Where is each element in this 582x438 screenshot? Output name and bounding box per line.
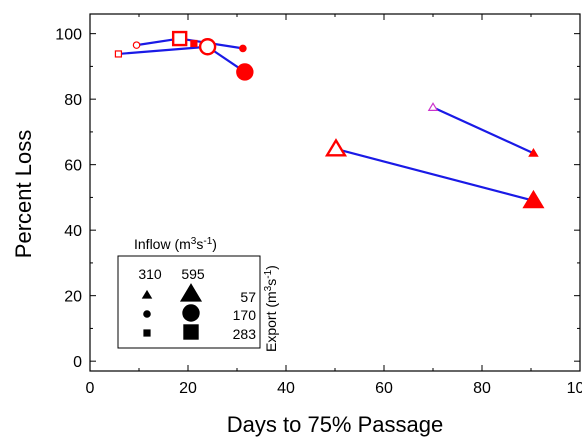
data-point: [427, 102, 439, 111]
legend-marker-large-square: [183, 324, 199, 340]
legend-marker-small-circle: [143, 310, 151, 318]
y-tick-label: 80: [64, 92, 82, 109]
y-axis-label: Percent Loss: [11, 130, 36, 258]
connector-line: [118, 45, 208, 56]
data-point: [171, 30, 188, 47]
connector-lines: [118, 37, 534, 202]
connector-line: [335, 147, 534, 202]
x-tick-label: 40: [277, 380, 295, 397]
legend-marker-small-triangle: [141, 289, 153, 299]
data-point: [528, 148, 539, 157]
legend: Inflow (m3s-1) Export (m3s-1) 310 595 57…: [117, 236, 280, 352]
data-point: [324, 138, 348, 157]
legend-inflow-595: 595: [181, 266, 205, 282]
x-tick-label: 60: [375, 380, 393, 397]
x-tick-label: 0: [86, 380, 95, 397]
legend-marker-small-square: [143, 329, 151, 337]
legend-inflow-310: 310: [138, 266, 162, 282]
x-tick-label: 80: [473, 380, 491, 397]
y-tick-label: 0: [73, 354, 82, 371]
legend-export-283: 283: [233, 326, 257, 342]
y-tick-label: 100: [55, 27, 82, 44]
legend-inflow-title: Inflow (m3s-1): [134, 236, 217, 253]
connector-line: [432, 106, 534, 155]
y-tick-label: 40: [64, 223, 82, 240]
legend-export-57: 57: [240, 289, 256, 305]
data-point: [190, 39, 198, 48]
data-point: [239, 44, 247, 53]
data-point: [198, 38, 217, 56]
data-point: [522, 189, 545, 209]
legend-markers: [141, 283, 203, 340]
data-point: [236, 63, 254, 81]
data-points: [114, 30, 545, 209]
x-tick-label: 20: [179, 380, 197, 397]
data-point: [132, 41, 141, 49]
legend-marker-large-triangle: [179, 283, 203, 302]
legend-export-title: Export (m3s-1): [263, 265, 280, 352]
axis-ticks: 0 20 40 60 80 100 0 20 40 60 80 100: [55, 14, 582, 397]
x-axis-label: Days to 75% Passage: [227, 412, 443, 437]
legend-export-170: 170: [233, 307, 257, 323]
y-tick-label: 60: [64, 158, 82, 175]
legend-marker-large-circle: [182, 304, 200, 322]
data-point: [114, 50, 123, 58]
legend-box: [117, 255, 261, 349]
y-tick-label: 20: [64, 289, 82, 306]
x-tick-label: 100: [567, 380, 582, 397]
